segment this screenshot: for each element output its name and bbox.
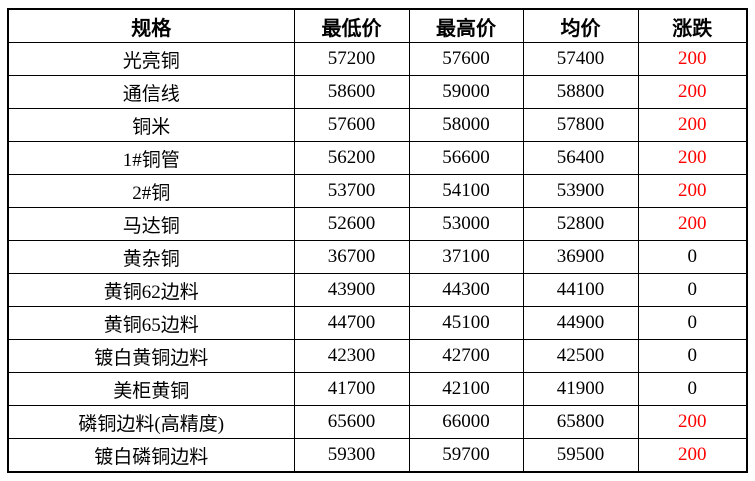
spec-cell: 马达铜: [7, 207, 295, 241]
max-price-cell: 58000: [408, 108, 524, 142]
max-price-cell: 44300: [408, 273, 524, 307]
header-avg-price: 均价: [522, 8, 639, 43]
change-cell: 0: [637, 273, 748, 307]
spec-cell: 磷铜边料(高精度): [7, 405, 295, 439]
avg-price-cell: 57800: [522, 108, 639, 142]
header-max-price: 最高价: [408, 8, 524, 43]
min-price-cell: 56200: [293, 141, 410, 175]
table-row: 美柜黄铜 41700 42100 41900 0: [7, 372, 748, 406]
min-price-cell: 42300: [293, 339, 410, 373]
avg-price-cell: 44900: [522, 306, 639, 340]
avg-price-cell: 53900: [522, 174, 639, 208]
max-price-cell: 42100: [408, 372, 524, 406]
change-cell: 200: [637, 75, 748, 109]
max-price-cell: 53000: [408, 207, 524, 241]
spec-cell: 黄铜65边料: [7, 306, 295, 340]
change-cell: 200: [637, 141, 748, 175]
header-change: 涨跌: [637, 8, 748, 43]
avg-price-cell: 41900: [522, 372, 639, 406]
min-price-cell: 43900: [293, 273, 410, 307]
max-price-cell: 66000: [408, 405, 524, 439]
max-price-cell: 37100: [408, 240, 524, 274]
min-price-cell: 41700: [293, 372, 410, 406]
change-cell: 0: [637, 306, 748, 340]
spec-cell: 光亮铜: [7, 42, 295, 76]
change-cell: 0: [637, 240, 748, 274]
avg-price-cell: 52800: [522, 207, 639, 241]
avg-price-cell: 58800: [522, 75, 639, 109]
spec-cell: 黄杂铜: [7, 240, 295, 274]
avg-price-cell: 44100: [522, 273, 639, 307]
spec-cell: 黄铜62边料: [7, 273, 295, 307]
change-cell: 200: [637, 207, 748, 241]
min-price-cell: 59300: [293, 438, 410, 473]
min-price-cell: 44700: [293, 306, 410, 340]
min-price-cell: 58600: [293, 75, 410, 109]
max-price-cell: 54100: [408, 174, 524, 208]
max-price-cell: 56600: [408, 141, 524, 175]
avg-price-cell: 36900: [522, 240, 639, 274]
avg-price-cell: 57400: [522, 42, 639, 76]
table-row: 光亮铜 57200 57600 57400 200: [7, 42, 748, 76]
header-row: 规格 最低价 最高价 均价 涨跌: [7, 8, 748, 43]
table-row: 磷铜边料(高精度) 65600 66000 65800 200: [7, 405, 748, 439]
table-row: 黄铜62边料 43900 44300 44100 0: [7, 273, 748, 307]
spec-cell: 1#铜管: [7, 141, 295, 175]
table-row: 通信线 58600 59000 58800 200: [7, 75, 748, 109]
change-cell: 200: [637, 42, 748, 76]
header-spec: 规格: [7, 8, 295, 43]
max-price-cell: 59000: [408, 75, 524, 109]
change-cell: 200: [637, 174, 748, 208]
change-cell: 200: [637, 438, 748, 473]
change-cell: 200: [637, 108, 748, 142]
change-cell: 0: [637, 372, 748, 406]
spec-cell: 通信线: [7, 75, 295, 109]
min-price-cell: 53700: [293, 174, 410, 208]
table-row: 1#铜管 56200 56600 56400 200: [7, 141, 748, 175]
header-min-price: 最低价: [293, 8, 410, 43]
max-price-cell: 42700: [408, 339, 524, 373]
table-row: 黄杂铜 36700 37100 36900 0: [7, 240, 748, 274]
price-table-body: 光亮铜 57200 57600 57400 200 通信线 58600 59000 58800 2…: [7, 42, 748, 473]
avg-price-cell: 65800: [522, 405, 639, 439]
change-cell: 0: [637, 339, 748, 373]
table-row: 黄铜65边料 44700 45100 44900 0: [7, 306, 748, 340]
avg-price-cell: 56400: [522, 141, 639, 175]
spec-cell: 美柜黄铜: [7, 372, 295, 406]
copper-price-table: 规格 最低价 最高价 均价 涨跌 光亮铜 57200 57600 57400 200 通信…: [7, 8, 748, 473]
table-row: 镀白磷铜边料 59300 59700 59500 200: [7, 438, 748, 473]
table-row: 马达铜 52600 53000 52800 200: [7, 207, 748, 241]
change-cell: 200: [637, 405, 748, 439]
table-row: 2#铜 53700 54100 53900 200: [7, 174, 748, 208]
spec-cell: 镀白黄铜边料: [7, 339, 295, 373]
max-price-cell: 57600: [408, 42, 524, 76]
avg-price-cell: 42500: [522, 339, 639, 373]
min-price-cell: 65600: [293, 405, 410, 439]
spec-cell: 2#铜: [7, 174, 295, 208]
max-price-cell: 59700: [408, 438, 524, 473]
spec-cell: 铜米: [7, 108, 295, 142]
min-price-cell: 36700: [293, 240, 410, 274]
table-row: 铜米 57600 58000 57800 200: [7, 108, 748, 142]
min-price-cell: 57200: [293, 42, 410, 76]
min-price-cell: 57600: [293, 108, 410, 142]
avg-price-cell: 59500: [522, 438, 639, 473]
min-price-cell: 52600: [293, 207, 410, 241]
table-row: 镀白黄铜边料 42300 42700 42500 0: [7, 339, 748, 373]
max-price-cell: 45100: [408, 306, 524, 340]
spec-cell: 镀白磷铜边料: [7, 438, 295, 473]
